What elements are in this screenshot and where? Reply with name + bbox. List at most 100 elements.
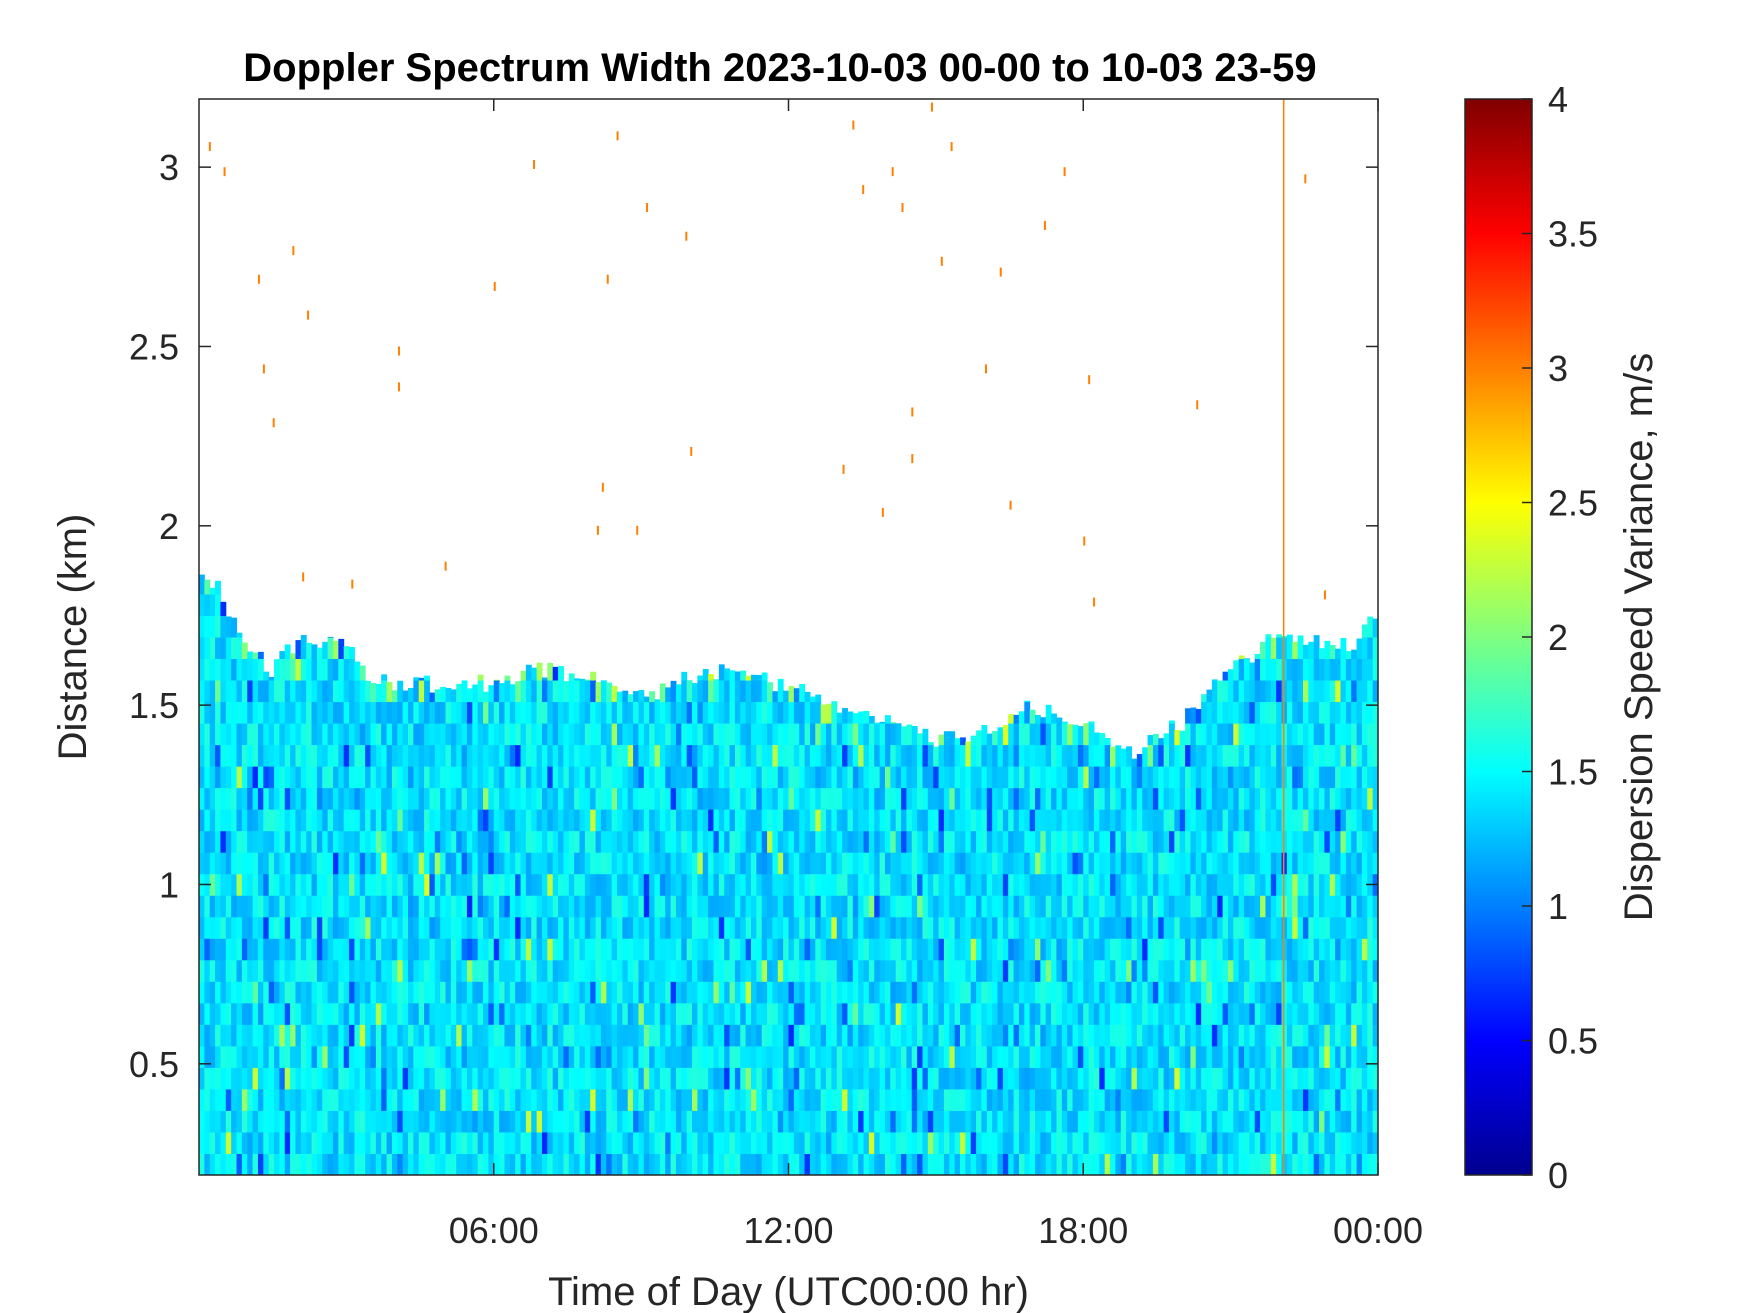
heatmap-cell (1276, 852, 1283, 875)
heatmap-cell (740, 787, 747, 810)
heatmap-cell (627, 723, 634, 746)
heatmap-cell (1077, 809, 1084, 832)
heatmap-cell (1324, 981, 1331, 1004)
heatmap-cell (1040, 981, 1047, 1004)
heatmap-cell (847, 744, 854, 767)
heatmap-cell (659, 1045, 666, 1068)
heatmap-cell (429, 1024, 436, 1047)
heatmap-cell (670, 809, 677, 832)
heatmap-cell (1233, 1067, 1240, 1090)
heatmap-cell (740, 938, 747, 961)
heatmap-cell (1088, 873, 1095, 896)
heatmap-cell (440, 852, 447, 875)
heatmap-cell (236, 981, 243, 1004)
heatmap-cell (429, 809, 436, 832)
heatmap-cell (949, 766, 956, 789)
heatmap-cell (938, 916, 945, 939)
heatmap-cell (1340, 1045, 1347, 1068)
heatmap-cell (595, 873, 602, 896)
heatmap-cell (552, 873, 559, 896)
heatmap-cell (799, 723, 806, 746)
heatmap-cell (959, 1024, 966, 1047)
heatmap-cell (536, 1067, 543, 1090)
heatmap-cell (209, 1002, 216, 1025)
heatmap-cell (901, 1002, 907, 1025)
heatmap-cell (434, 981, 441, 1004)
heatmap-cell (274, 873, 280, 896)
heatmap-cell (617, 1024, 623, 1047)
heatmap-cell (381, 959, 388, 982)
heatmap-cell (450, 701, 457, 724)
heatmap-cell (322, 895, 329, 918)
heatmap-cell (1313, 916, 1320, 939)
heatmap-cell (1142, 852, 1149, 875)
heatmap-cell (450, 959, 457, 982)
heatmap-cell (1110, 746, 1116, 767)
heatmap-cell (1302, 766, 1309, 789)
heatmap-cell (359, 701, 366, 724)
heatmap-cell (1319, 648, 1325, 660)
heatmap-cell (1126, 916, 1132, 939)
heatmap-cell (1329, 959, 1336, 982)
heatmap-cell (541, 1153, 548, 1176)
heatmap-cell (852, 916, 859, 939)
heatmap-cell (236, 1024, 243, 1047)
heatmap-cell (761, 744, 768, 767)
heatmap-cell (424, 1153, 430, 1176)
heatmap-cell (1233, 873, 1240, 896)
heatmap-cell (611, 873, 618, 896)
heatmap-cell (1340, 830, 1347, 853)
heatmap-cell (1061, 981, 1068, 1004)
heatmap-cell (584, 916, 591, 939)
heatmap-cell (220, 1024, 227, 1047)
heatmap-cell (1104, 895, 1111, 918)
heatmap-cell (359, 665, 366, 681)
heatmap-cell (402, 1024, 409, 1047)
heatmap-cell (750, 723, 757, 746)
heatmap-cell (332, 809, 339, 832)
heatmap-cell (831, 959, 838, 982)
heatmap-cell (1158, 766, 1165, 789)
heatmap-cell (1152, 733, 1159, 746)
heatmap-cell (381, 873, 388, 896)
heatmap-cell (917, 852, 923, 875)
heatmap-cell (1335, 895, 1341, 918)
heatmap-cell (858, 895, 865, 918)
heatmap-cell (209, 916, 216, 939)
heatmap-cell (1110, 895, 1116, 918)
heatmap-cell (1152, 1131, 1159, 1154)
heatmap-cell (552, 701, 559, 724)
heatmap-cell (215, 809, 221, 832)
heatmap-cell (686, 895, 693, 918)
heatmap-cell (1029, 766, 1036, 789)
heatmap-cell (1110, 938, 1116, 961)
heatmap-cell (686, 830, 693, 853)
heatmap-cell (590, 723, 597, 746)
heatmap-cell (397, 1067, 404, 1090)
heatmap-cell (879, 744, 886, 767)
heatmap-cell (531, 852, 538, 875)
heatmap-cell (268, 895, 275, 918)
heatmap-cell (499, 809, 505, 832)
heatmap-cell (504, 809, 511, 832)
heatmap-cell (965, 916, 972, 939)
heatmap-cell (729, 1110, 736, 1133)
heatmap-cell (847, 959, 854, 982)
heatmap-cell (1319, 938, 1325, 961)
heatmap-cell (300, 1002, 307, 1025)
heatmap-cell (1195, 1153, 1202, 1176)
heatmap-cell (434, 1153, 441, 1176)
heatmap-cell (1018, 1067, 1025, 1090)
heatmap-cell (290, 895, 296, 918)
heatmap-cell (767, 809, 773, 832)
heatmap-cell (617, 691, 623, 703)
heatmap-cell (274, 1002, 280, 1025)
heatmap-cell (568, 916, 575, 939)
heatmap-cell (1088, 723, 1095, 746)
heatmap-cell (504, 1024, 511, 1047)
heatmap-cell (949, 787, 956, 810)
heatmap-cell (445, 744, 452, 767)
heatmap-cell (815, 694, 822, 703)
heatmap-cell (911, 873, 918, 896)
heatmap-cell (1211, 1131, 1218, 1154)
